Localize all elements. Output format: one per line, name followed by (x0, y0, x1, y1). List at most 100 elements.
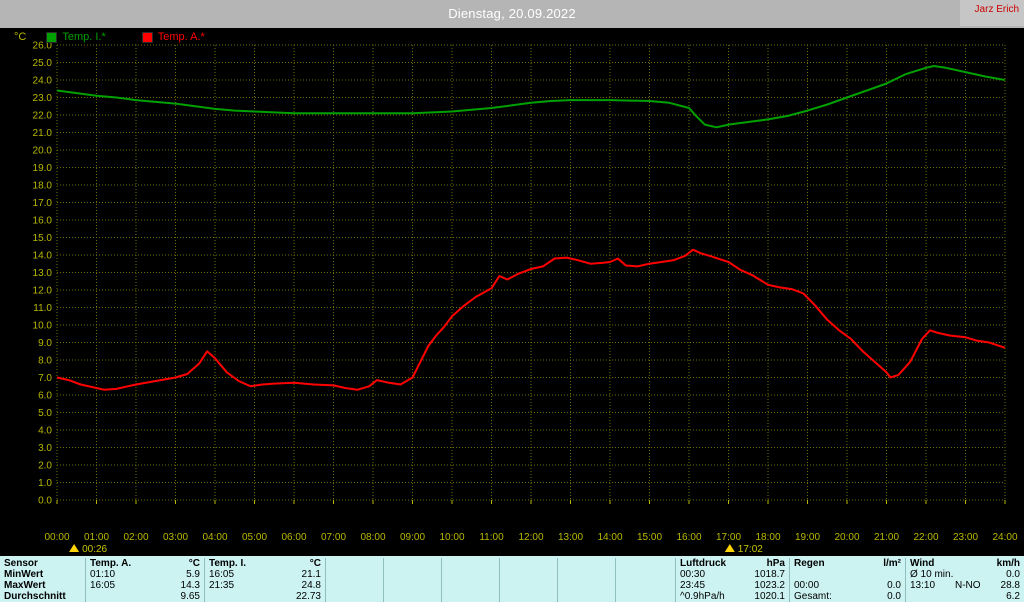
temp-i-min-value: 21.1 (301, 569, 321, 580)
row-label-durchschnitt: Durchschnitt (4, 591, 66, 602)
temp-a-max-value: 14.3 (180, 580, 200, 591)
empty-column (442, 558, 500, 602)
y-tick-label: 12.0 (33, 286, 53, 297)
y-tick-label: 14.0 (33, 251, 53, 262)
x-tick-label: 12:00 (518, 532, 543, 543)
temp-i-max-time: 21:35 (209, 580, 235, 591)
chart-area: °C Temp. I.* Temp. A.* 26.0 25.0 24.0 23.0 2… (0, 28, 1024, 556)
x-tick-label: 08:00 (360, 532, 385, 543)
regen-start-time: 00:00 (794, 580, 820, 591)
x-tick-label: 20:00 (834, 532, 859, 543)
temp-a-column: Temp. A. °C 01:10 5.9 16:05 14.3 9.65 (86, 558, 205, 602)
y-tick-label: 15.0 (33, 233, 53, 244)
regen-header: Regen (794, 558, 825, 569)
luftdruck-max-time: 23:45 (680, 580, 706, 591)
luftdruck-trend: ^0.9hPa/h (680, 591, 725, 602)
row-label-maxwert: MaxWert (4, 580, 46, 591)
temp-i-column: Temp. I. °C 16:05 21.1 21:35 24.8 22.73 (205, 558, 326, 602)
x-tick-label: 23:00 (953, 532, 978, 543)
temp-a-header: Temp. A. (90, 558, 132, 569)
x-tick-label: 07:00 (321, 532, 346, 543)
y-tick-label: 23.0 (33, 93, 53, 104)
regen-unit: l/m² (883, 558, 901, 569)
x-tick-label: 02:00 (123, 532, 148, 543)
temp-i-avg-value: 22.73 (295, 591, 321, 602)
x-tick-label: 05:00 (242, 532, 267, 543)
regen-column: Regen l/m² 00:00 0.0 Gesamt: 0.0 (790, 558, 906, 602)
wind-column: Wind km/h Ø 10 min. 0.0 13:10 N-NO 28.8 6.2 (906, 558, 1024, 602)
temp-a-unit: °C (188, 558, 200, 569)
temp-i-max-value: 24.8 (301, 580, 321, 591)
x-tick-label: 15:00 (637, 532, 662, 543)
luftdruck-header: Luftdruck (680, 558, 727, 569)
wind-max-direction: N-NO (955, 580, 981, 591)
wind-avg-value: 6.2 (1006, 591, 1020, 602)
x-tick-label: 14:00 (597, 532, 622, 543)
x-tick-label: 03:00 (163, 532, 188, 543)
chart-legend: °C Temp. I.* Temp. A.* (14, 31, 241, 43)
sun-marker-icon (69, 544, 80, 552)
y-tick-label: 0.0 (38, 496, 52, 507)
sensor-column: Sensor MinWert MaxWert Durchschnitt (0, 558, 86, 602)
temp-i-legend-label: Temp. I.* (62, 31, 106, 43)
regen-total-value: 0.0 (887, 591, 901, 602)
x-tick-label: 09:00 (400, 532, 425, 543)
temp-i-unit: °C (309, 558, 321, 569)
stats-table: Sensor MinWert MaxWert Durchschnitt Temp… (0, 556, 1024, 602)
temp-a-legend-label: Temp. A.* (157, 31, 205, 43)
x-tick-label: 13:00 (558, 532, 583, 543)
temp-a-legend-swatch-icon (141, 31, 153, 43)
y-tick-label: 26.0 (33, 41, 53, 52)
empty-column (326, 558, 384, 602)
y-tick-label: 22.0 (33, 111, 53, 122)
y-tick-label: 11.0 (33, 303, 52, 314)
luftdruck-max-value: 1023.2 (754, 580, 785, 591)
y-tick-label: 5.0 (38, 408, 52, 419)
wind-avg10-label: Ø 10 min. (910, 569, 954, 580)
sun-marker-icon (724, 544, 735, 552)
wind-unit: km/h (996, 558, 1020, 569)
y-tick-label: 2.0 (38, 461, 52, 472)
x-tick-label: 22:00 (913, 532, 938, 543)
y-tick-label: 18.0 (33, 181, 53, 192)
row-label-minwert: MinWert (4, 569, 44, 580)
luftdruck-min-time: 00:30 (680, 569, 706, 580)
chart-svg: 26.0 25.0 24.0 23.0 22.0 21.0 20.0 19.0 18.0 17.0… (33, 41, 1018, 556)
x-tick-label: 17:00 (716, 532, 741, 543)
temp-i-legend-swatch-icon (46, 31, 58, 43)
luftdruck-avg-value: 1020.1 (754, 591, 785, 602)
y-tick-label: 6.0 (38, 391, 52, 402)
luftdruck-min-value: 1018.7 (754, 569, 785, 580)
y-tick-label: 7.0 (38, 373, 52, 384)
y-tick-label: 25.0 (33, 58, 53, 69)
y-tick-label: 10.0 (33, 321, 53, 332)
y-tick-label: 19.0 (33, 163, 53, 174)
x-tick-label: 10:00 (439, 532, 464, 543)
empty-column (558, 558, 616, 602)
x-tick-label: 19:00 (795, 532, 820, 543)
x-tick-label: 04:00 (202, 532, 227, 543)
y-tick-label: 8.0 (38, 356, 52, 367)
empty-column (500, 558, 558, 602)
y-tick-label: 3.0 (38, 443, 52, 454)
legend-item-temp-i: Temp. I.* (46, 31, 106, 43)
y-tick-label: 20.0 (33, 146, 53, 157)
sensor-header: Sensor (4, 558, 38, 569)
wind-avg10-value: 0.0 (1006, 569, 1020, 580)
y-tick-label: 1.0 (38, 478, 52, 489)
marker-time-label: 00:26 (82, 544, 107, 555)
empty-column (384, 558, 442, 602)
x-tick-label: 21:00 (874, 532, 899, 543)
y-tick-label: 13.0 (33, 268, 53, 279)
x-tick-label: 11:00 (479, 532, 504, 543)
x-tick-label: 16:00 (676, 532, 701, 543)
luftdruck-column: Luftdruck hPa 00:30 1018.7 23:45 1023.2 ^0.… (676, 558, 790, 602)
wind-header: Wind (910, 558, 935, 569)
marker-time-label: 17:02 (738, 544, 763, 555)
y-tick-label: 4.0 (38, 426, 52, 437)
temp-i-min-time: 16:05 (209, 569, 235, 580)
temp-a-min-time: 01:10 (90, 569, 116, 580)
regen-start-value: 0.0 (887, 580, 901, 591)
wind-max-value: 28.8 (1000, 580, 1020, 591)
